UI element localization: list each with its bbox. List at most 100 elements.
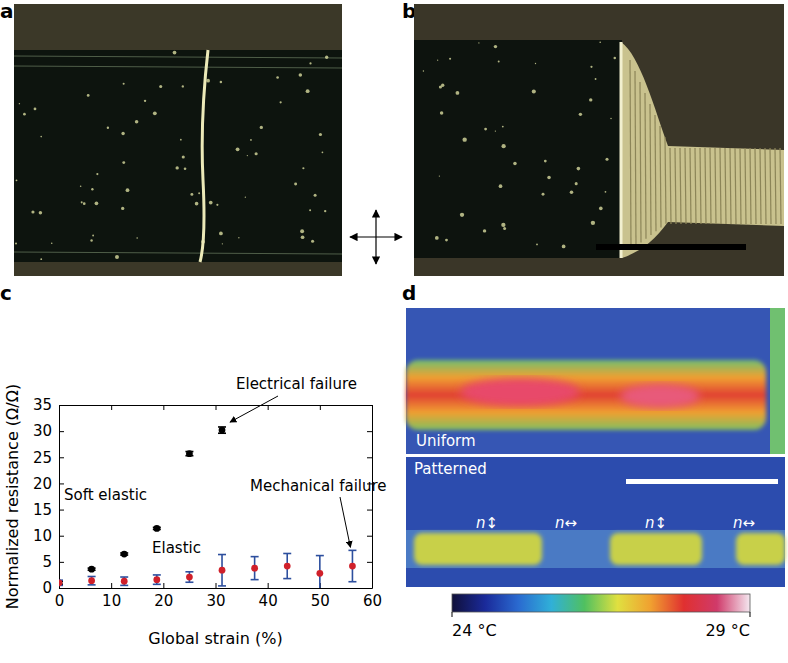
speck: [456, 91, 460, 95]
striation: [720, 148, 721, 224]
speck: [300, 229, 304, 233]
striation: [640, 82, 641, 243]
error-cap: [88, 576, 96, 578]
speck: [498, 61, 500, 63]
striation: [770, 148, 771, 224]
speck: [83, 202, 86, 205]
tick: [367, 405, 372, 406]
speck: [484, 128, 487, 131]
speck: [570, 191, 574, 195]
scale-bar: [596, 244, 746, 250]
point: [316, 570, 323, 577]
series: [59, 550, 356, 588]
speck: [216, 204, 218, 206]
tick-label: 40: [259, 592, 278, 610]
point: [153, 525, 160, 532]
speck: [322, 151, 324, 153]
speck: [23, 113, 26, 116]
point: [186, 450, 193, 457]
tick: 0: [42, 579, 64, 597]
speck: [255, 152, 258, 155]
thermal-images: UniformPatternedn↕n↔n↕n↔: [406, 308, 785, 587]
tick-label: 0: [42, 579, 52, 597]
error-bar: [251, 557, 259, 580]
error-bar: [283, 553, 291, 578]
speck: [579, 113, 582, 116]
hot-patch: [736, 533, 785, 565]
speck: [15, 243, 17, 245]
speck: [437, 60, 438, 61]
speck: [122, 161, 125, 164]
speck: [595, 78, 597, 80]
speck: [182, 155, 185, 158]
speck: [439, 175, 440, 176]
speck: [247, 155, 248, 156]
tick-label: 35: [33, 396, 52, 414]
striation: [675, 148, 676, 224]
y-right-axis: [367, 406, 373, 589]
tick-mark: [367, 457, 372, 458]
speck: [198, 192, 200, 194]
error-cap: [120, 585, 128, 587]
error-bar: [348, 550, 356, 581]
striation: [655, 115, 656, 231]
speck: [184, 167, 187, 170]
x-bottom-axis: 0102030405060: [55, 583, 382, 610]
tick: [367, 588, 372, 589]
tick: [216, 405, 217, 410]
striation: [705, 148, 706, 224]
tick-label: 29 °C: [705, 621, 750, 640]
tick: 10: [102, 583, 121, 610]
striation: [660, 126, 661, 228]
tick-label: 50: [311, 592, 330, 610]
tick: [320, 405, 321, 410]
speck: [314, 194, 317, 197]
error-cap: [218, 585, 226, 587]
speck: [309, 209, 311, 211]
tick: [367, 457, 372, 458]
speck: [245, 197, 246, 198]
speck: [91, 188, 93, 190]
colorbar-gradient: [452, 594, 750, 612]
colorbar: 24 °C 29 °C: [452, 594, 750, 640]
error-cap: [316, 555, 324, 557]
error-bar: [316, 556, 324, 588]
tick-mark: [59, 405, 64, 406]
speck: [175, 166, 178, 169]
error-cap: [348, 550, 356, 552]
tick: [111, 405, 112, 410]
orientation-label: n↔: [733, 514, 755, 532]
speck: [39, 211, 43, 215]
strain-directions: [350, 210, 402, 264]
tick-mark: [268, 405, 269, 410]
y-left-axis: 05101520253035: [33, 396, 64, 597]
speck: [439, 85, 442, 88]
tick-label: 24 °C: [452, 621, 497, 640]
error-cap: [120, 576, 128, 578]
tick: 35: [33, 396, 64, 414]
speck: [209, 201, 213, 205]
speck: [614, 57, 617, 60]
speck: [90, 239, 92, 241]
point: [219, 427, 226, 434]
speck: [115, 255, 119, 259]
striation: [765, 148, 766, 224]
striation: [670, 148, 671, 224]
speck: [544, 160, 547, 163]
tick-mark: [111, 583, 112, 588]
speck: [40, 258, 42, 260]
tick-mark: [268, 583, 269, 588]
strip: [14, 50, 342, 262]
tick: 40: [259, 583, 278, 610]
tick-mark: [216, 583, 217, 588]
speck: [206, 79, 210, 83]
tick: 15: [33, 501, 64, 519]
speck: [107, 127, 109, 129]
error-bar: [120, 577, 128, 585]
striation: [645, 93, 646, 239]
tick: [367, 510, 372, 511]
strip: [414, 40, 622, 258]
speck: [311, 240, 314, 243]
tick-label: 20: [154, 592, 173, 610]
tick: 10: [33, 527, 64, 545]
